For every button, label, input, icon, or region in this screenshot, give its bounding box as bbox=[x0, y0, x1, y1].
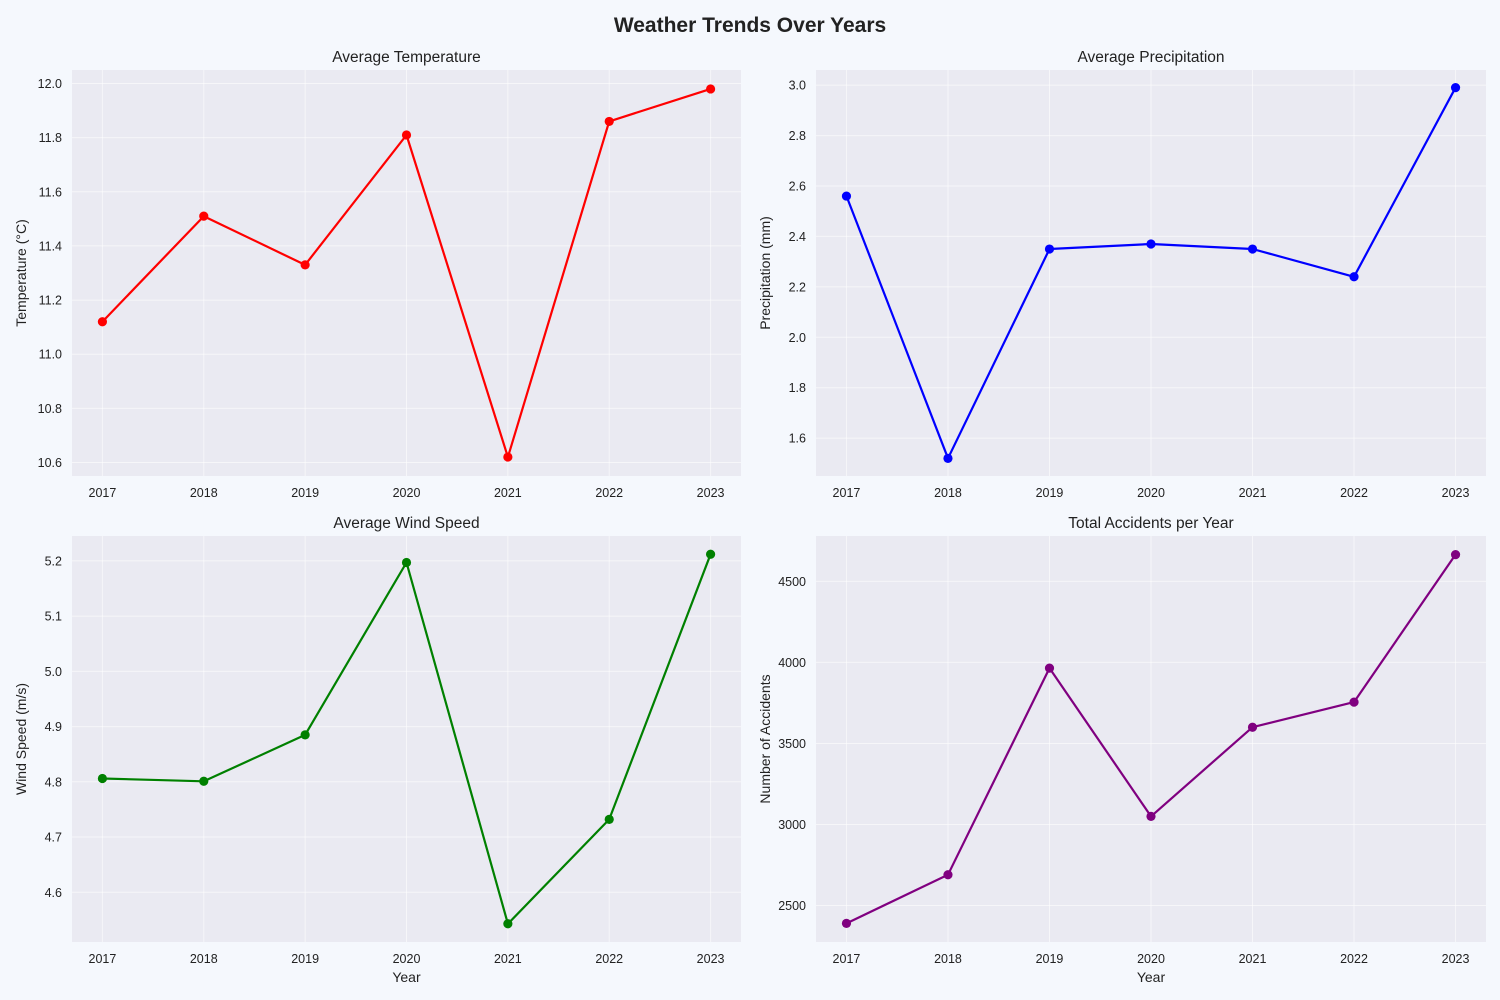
y-axis-label: Precipitation (mm) bbox=[757, 216, 773, 330]
y-tick-label: 5.2 bbox=[45, 554, 62, 568]
x-tick-label: 2020 bbox=[1137, 486, 1165, 500]
x-tick-label: 2019 bbox=[1036, 486, 1064, 500]
y-tick-label: 2.8 bbox=[789, 129, 806, 143]
x-tick-label: 2022 bbox=[595, 952, 623, 966]
data-point bbox=[1349, 697, 1359, 707]
data-point bbox=[1247, 244, 1258, 254]
x-tick-label: 2023 bbox=[1442, 952, 1470, 966]
data-point bbox=[705, 549, 716, 559]
data-point bbox=[1146, 811, 1156, 821]
x-tick-label: 2017 bbox=[89, 486, 117, 500]
y-axis-label: Temperature (°C) bbox=[13, 219, 29, 327]
data-point bbox=[300, 730, 310, 740]
y-tick-label: 3500 bbox=[778, 737, 806, 751]
y-tick-label: 12.0 bbox=[38, 77, 62, 91]
y-tick-label: 10.6 bbox=[38, 456, 62, 470]
data-point bbox=[1247, 722, 1258, 732]
y-tick-label: 4.8 bbox=[45, 775, 62, 789]
data-point bbox=[1044, 663, 1055, 673]
data-point bbox=[97, 773, 108, 784]
x-tick-label: 2021 bbox=[1239, 486, 1267, 500]
x-tick-label: 2017 bbox=[89, 952, 117, 966]
y-tick-label: 5.0 bbox=[45, 665, 62, 679]
y-tick-label: 1.8 bbox=[789, 381, 806, 395]
x-tick-label: 2020 bbox=[393, 486, 421, 500]
y-tick-label: 1.6 bbox=[789, 432, 806, 446]
x-tick-label: 2022 bbox=[595, 486, 623, 500]
y-tick-label: 4.6 bbox=[45, 886, 62, 900]
x-tick-label: 2018 bbox=[190, 486, 218, 500]
x-tick-label: 2020 bbox=[1137, 952, 1165, 966]
data-point bbox=[1450, 550, 1461, 560]
x-tick-label: 2017 bbox=[833, 486, 861, 500]
y-tick-label: 11.8 bbox=[39, 131, 62, 145]
x-tick-label: 2017 bbox=[833, 952, 861, 966]
x-tick-label: 2023 bbox=[697, 952, 725, 966]
data-point bbox=[1146, 239, 1156, 249]
x-tick-label: 2021 bbox=[1239, 952, 1267, 966]
data-point bbox=[1450, 83, 1461, 93]
y-tick-label: 11.0 bbox=[39, 348, 62, 362]
y-tick-label: 11.4 bbox=[39, 239, 62, 253]
x-tick-label: 2019 bbox=[1036, 952, 1064, 966]
subplot-title: Average Precipitation bbox=[1077, 49, 1224, 66]
x-tick-label: 2018 bbox=[934, 486, 962, 500]
y-tick-label: 4.9 bbox=[45, 720, 62, 734]
x-tick-label: 2019 bbox=[291, 486, 319, 500]
y-tick-label: 11.6 bbox=[39, 185, 62, 199]
y-axis-label: Number of Accidents bbox=[757, 674, 773, 803]
data-point bbox=[401, 557, 412, 568]
data-point bbox=[705, 84, 716, 94]
y-tick-label: 4.7 bbox=[45, 831, 62, 845]
x-tick-label: 2019 bbox=[291, 952, 319, 966]
data-point bbox=[604, 116, 614, 127]
y-tick-label: 2.4 bbox=[789, 230, 806, 244]
x-axis-label: Year bbox=[392, 969, 421, 985]
subplot-title: Total Accidents per Year bbox=[1068, 515, 1233, 532]
y-tick-label: 2.6 bbox=[789, 180, 806, 194]
data-point bbox=[97, 317, 108, 327]
y-axis-label: Wind Speed (m/s) bbox=[13, 683, 29, 795]
figure-title: Weather Trends Over Years bbox=[613, 14, 887, 37]
data-point bbox=[401, 130, 412, 140]
data-point bbox=[199, 211, 209, 221]
x-tick-label: 2018 bbox=[190, 952, 218, 966]
data-point bbox=[1349, 272, 1359, 282]
data-point bbox=[503, 919, 513, 929]
y-tick-label: 3000 bbox=[778, 818, 806, 832]
x-tick-label: 2023 bbox=[697, 486, 725, 500]
x-tick-label: 2022 bbox=[1340, 952, 1368, 966]
data-point bbox=[503, 452, 513, 462]
subplot-title: Average Temperature bbox=[332, 49, 481, 66]
y-tick-label: 5.1 bbox=[45, 610, 62, 624]
data-point bbox=[841, 918, 852, 928]
x-tick-label: 2022 bbox=[1340, 486, 1368, 500]
y-tick-label: 2.2 bbox=[789, 280, 806, 294]
data-point bbox=[841, 191, 852, 201]
x-tick-label: 2023 bbox=[1442, 486, 1470, 500]
data-point bbox=[1044, 244, 1055, 254]
x-tick-label: 2021 bbox=[494, 486, 522, 500]
y-tick-label: 4000 bbox=[778, 656, 806, 670]
x-axis-label: Year bbox=[1137, 969, 1166, 985]
x-tick-label: 2020 bbox=[393, 952, 421, 966]
y-tick-label: 11.2 bbox=[39, 294, 62, 308]
data-point bbox=[300, 260, 310, 270]
y-tick-label: 4500 bbox=[778, 575, 806, 589]
data-point bbox=[943, 453, 953, 463]
data-point bbox=[604, 814, 614, 824]
y-tick-label: 2500 bbox=[778, 899, 806, 913]
y-tick-label: 2.0 bbox=[789, 331, 806, 345]
x-tick-label: 2021 bbox=[494, 952, 522, 966]
y-tick-label: 3.0 bbox=[789, 79, 806, 93]
y-tick-label: 10.8 bbox=[38, 402, 62, 416]
data-point bbox=[199, 776, 209, 786]
x-tick-label: 2018 bbox=[934, 952, 962, 966]
subplot-title: Average Wind Speed bbox=[333, 515, 479, 532]
data-point bbox=[943, 870, 953, 880]
